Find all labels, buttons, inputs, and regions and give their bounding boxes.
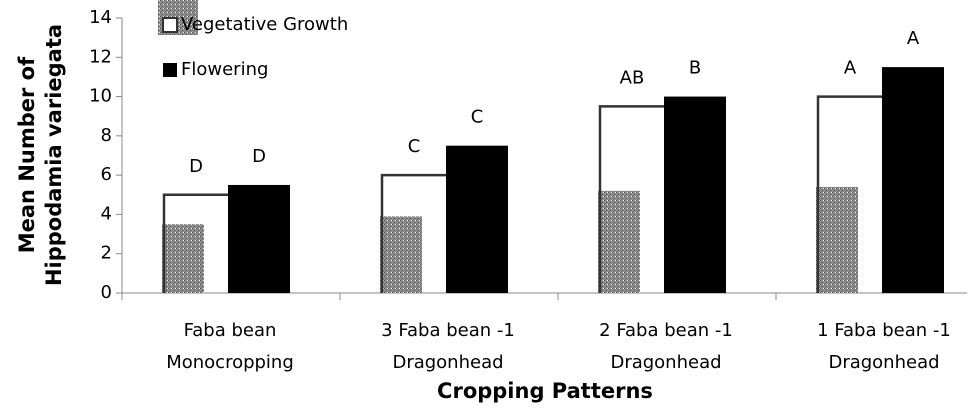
- x-axis-title: Cropping Patterns: [437, 379, 653, 403]
- y-tick-label: 14: [89, 7, 112, 28]
- y-tick-label: 12: [89, 46, 112, 67]
- bar-letter: AB: [620, 67, 645, 88]
- bar-letter: B: [689, 58, 701, 79]
- x-tick-label: Dragonhead: [392, 352, 503, 373]
- legend-swatch: [162, 17, 178, 33]
- bar-outline: [816, 95, 882, 293]
- y-tick-label: 4: [101, 203, 112, 224]
- bar-letter: D: [189, 156, 203, 177]
- bar: [816, 186, 858, 293]
- x-tick-label: Faba bean: [184, 320, 277, 341]
- y-tick-label: 2: [101, 243, 112, 264]
- x-tick-label: Dragonhead: [828, 352, 939, 373]
- x-tick-label: 3 Faba bean -1: [381, 320, 515, 341]
- bar-letter: C: [408, 136, 421, 157]
- bar-letter: C: [471, 107, 484, 128]
- y-axis-title: Hippodamia variegata: [42, 24, 66, 286]
- bar-outline: [162, 193, 228, 293]
- y-tick-label: 6: [101, 164, 112, 185]
- bar: [598, 190, 640, 293]
- x-tick-label: Dragonhead: [610, 352, 721, 373]
- x-tick-label: Monocropping: [166, 352, 294, 373]
- bar-letter: A: [907, 28, 920, 49]
- y-tick-label: 0: [101, 282, 112, 303]
- bar: [162, 224, 204, 293]
- legend-swatch: [163, 63, 177, 77]
- bar-outline: [598, 105, 664, 293]
- bar: [380, 216, 422, 293]
- bar: [882, 67, 944, 293]
- bar-outline: [380, 173, 446, 293]
- x-tick-label: 2 Faba bean -1: [599, 320, 733, 341]
- x-tick-label: 1 Faba bean -1: [817, 320, 951, 341]
- bar-letter: D: [252, 146, 266, 167]
- y-axis-title: Mean Number of: [15, 56, 39, 253]
- y-tick-label: 10: [89, 86, 112, 107]
- bar: [228, 184, 290, 293]
- bar: [446, 145, 508, 293]
- bar: [664, 96, 726, 293]
- legend-label: Flowering: [181, 59, 268, 80]
- y-tick-label: 8: [101, 125, 112, 146]
- legend-label: Vegetative Growth: [181, 14, 348, 35]
- bar-letter: A: [844, 58, 857, 79]
